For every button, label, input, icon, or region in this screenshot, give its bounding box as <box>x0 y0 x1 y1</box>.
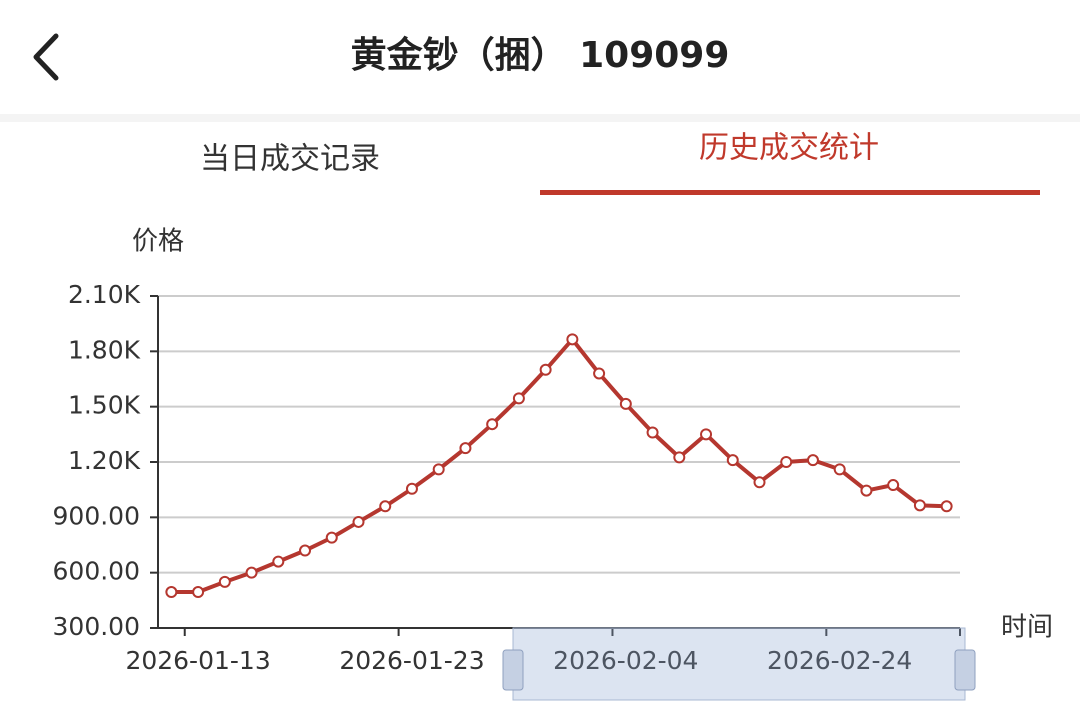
back-button[interactable] <box>33 33 59 81</box>
data-point <box>833 463 846 476</box>
data-point <box>245 566 258 579</box>
y-tick-label: 900.00 <box>53 501 140 530</box>
data-point <box>192 586 205 599</box>
data-point <box>566 333 579 346</box>
data-point <box>593 367 606 380</box>
tab[interactable]: 历史成交统计 <box>699 131 879 166</box>
data-point <box>299 544 312 557</box>
data-point <box>486 418 499 431</box>
x-axis-label: 时间 <box>1001 613 1053 643</box>
y-tick-label: 1.20K <box>68 446 141 475</box>
data-point <box>646 426 659 439</box>
data-point <box>940 500 953 513</box>
data-point <box>405 482 418 495</box>
data-point <box>539 363 552 376</box>
data-point <box>459 442 472 455</box>
zoom-handle[interactable] <box>502 649 524 691</box>
data-point <box>432 463 445 476</box>
y-tick-label: 600.00 <box>53 557 140 586</box>
page-title: 黄金钞（捆） 109099 <box>351 34 730 76</box>
data-point <box>753 476 766 489</box>
data-point <box>780 456 793 468</box>
divider <box>0 114 1080 122</box>
tab-underline <box>540 190 1040 195</box>
data-point <box>806 454 819 467</box>
zoom-handle[interactable] <box>954 649 976 691</box>
y-tick-label: 300.00 <box>53 612 140 641</box>
data-point <box>379 500 392 513</box>
data-point <box>512 392 525 405</box>
data-point <box>619 397 632 410</box>
x-tick-label: 2026-02-24 <box>767 646 912 675</box>
data-point <box>218 575 231 588</box>
data-point <box>860 484 873 497</box>
data-point <box>325 531 338 544</box>
data-point <box>887 479 900 492</box>
y-tick-label: 2.10K <box>68 280 141 309</box>
data-point <box>352 515 365 528</box>
y-tick-label: 1.50K <box>68 391 141 420</box>
data-point <box>165 586 178 599</box>
top-bar <box>0 0 1080 114</box>
data-point <box>913 499 926 512</box>
x-tick-label: 2026-02-04 <box>553 646 698 675</box>
x-tick-label: 2026-01-13 <box>125 646 270 675</box>
data-point <box>673 451 686 464</box>
tab[interactable]: 当日成交记录 <box>200 142 380 177</box>
price-line <box>171 337 947 595</box>
data-point <box>726 454 739 467</box>
x-tick-label: 2026-01-23 <box>339 646 484 675</box>
zoom-window[interactable] <box>512 627 966 701</box>
y-axis-label: 价格 <box>132 227 184 257</box>
data-point <box>272 555 285 568</box>
y-tick-label: 1.80K <box>68 335 141 364</box>
data-point <box>700 428 713 441</box>
